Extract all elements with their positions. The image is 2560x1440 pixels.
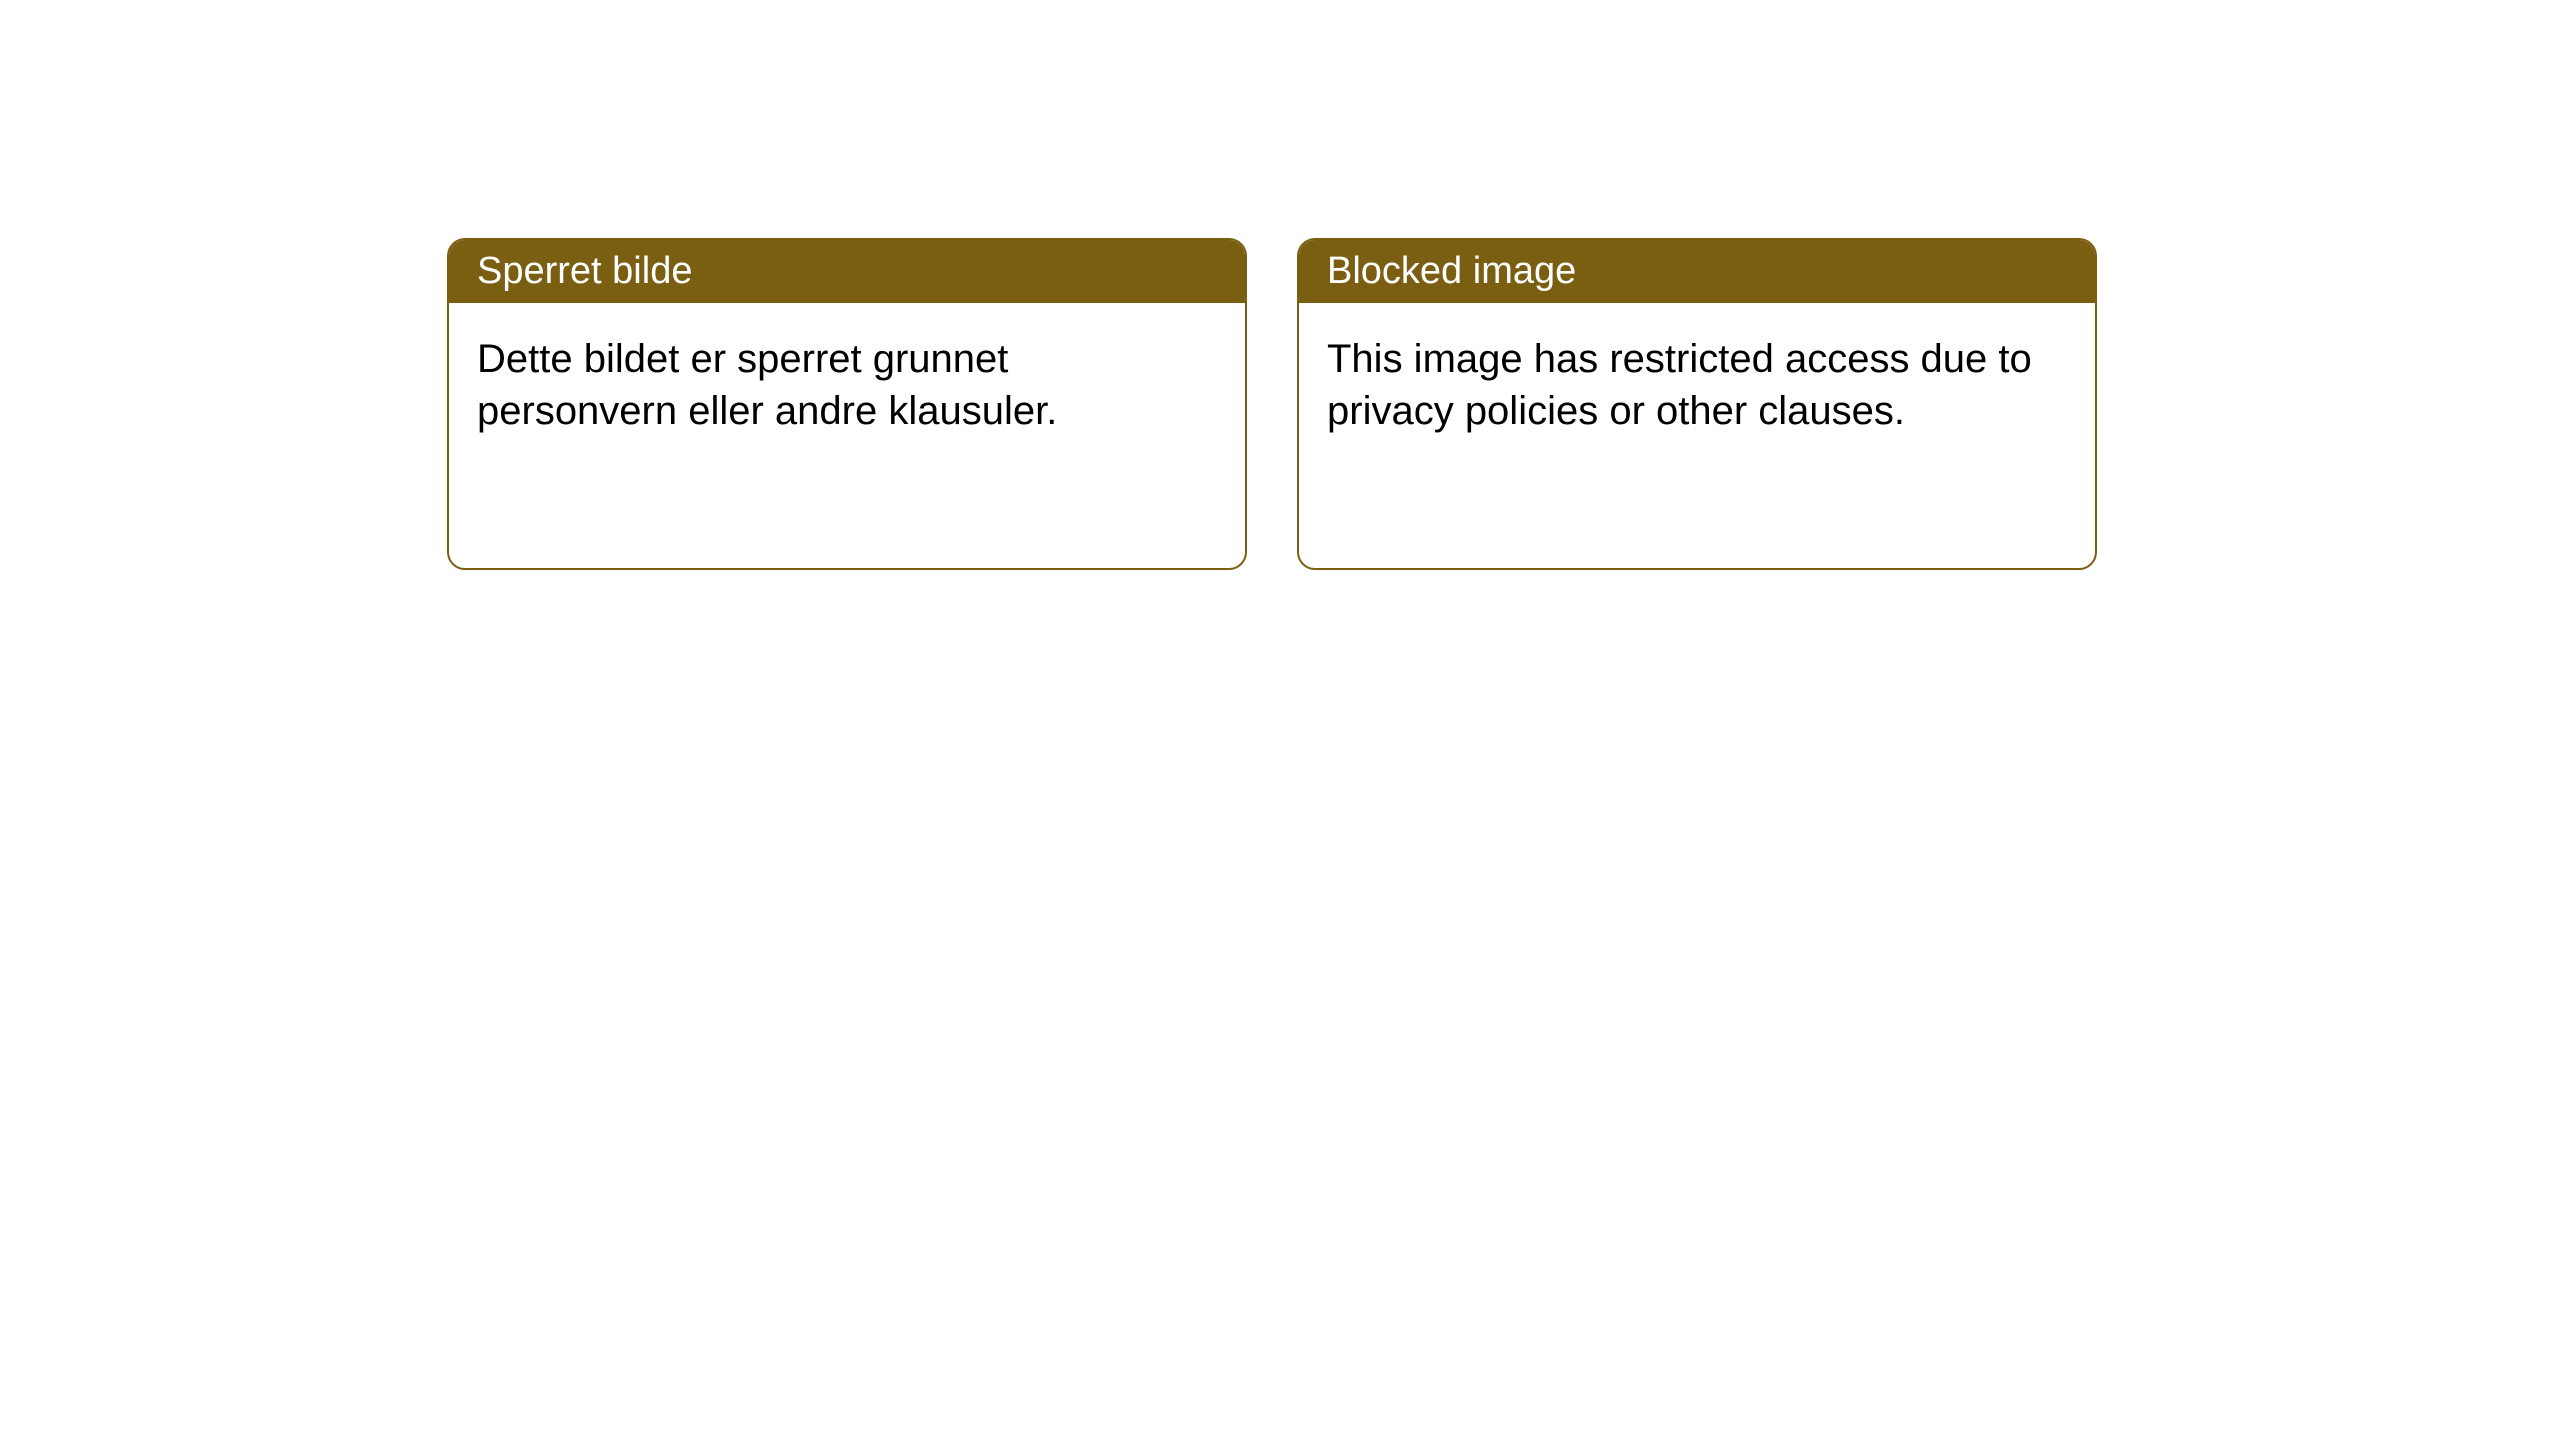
notice-body: Dette bildet er sperret grunnet personve… — [449, 303, 1245, 467]
notice-header: Blocked image — [1299, 240, 2095, 303]
notice-container: Sperret bilde Dette bildet er sperret gr… — [0, 0, 2560, 570]
notice-body: This image has restricted access due to … — [1299, 303, 2095, 467]
notice-card-norwegian: Sperret bilde Dette bildet er sperret gr… — [447, 238, 1247, 570]
notice-card-english: Blocked image This image has restricted … — [1297, 238, 2097, 570]
notice-header: Sperret bilde — [449, 240, 1245, 303]
